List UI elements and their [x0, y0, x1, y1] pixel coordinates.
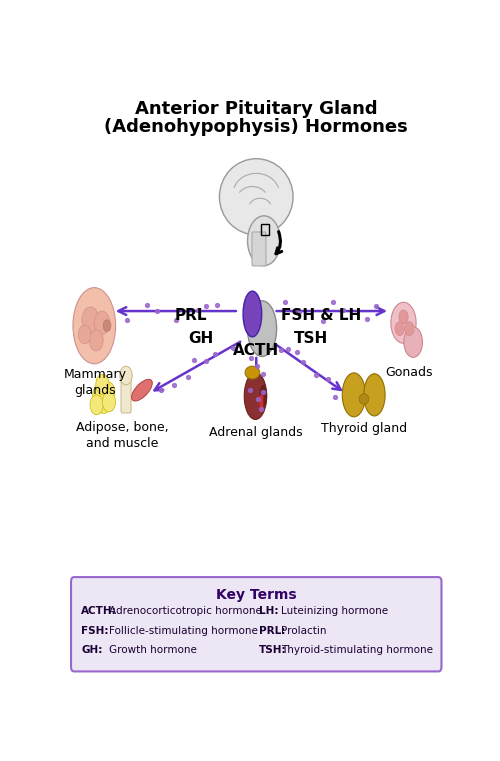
Circle shape: [399, 310, 408, 324]
Circle shape: [120, 366, 132, 385]
Text: Adrenal glands: Adrenal glands: [210, 426, 303, 440]
Circle shape: [89, 330, 103, 351]
Text: Growth hormone: Growth hormone: [109, 645, 197, 655]
Text: GH:: GH:: [81, 645, 102, 655]
Text: FSH & LH: FSH & LH: [281, 307, 361, 323]
Text: Adrenocorticotropic hormone: Adrenocorticotropic hormone: [109, 607, 262, 616]
Circle shape: [102, 382, 115, 402]
Text: Key Terms: Key Terms: [216, 587, 296, 602]
Ellipse shape: [260, 385, 267, 407]
FancyBboxPatch shape: [260, 395, 263, 412]
Circle shape: [78, 325, 91, 344]
Text: Luteinizing hormone: Luteinizing hormone: [282, 607, 389, 616]
Text: Thyroid gland: Thyroid gland: [321, 422, 407, 435]
Bar: [261, 224, 268, 235]
FancyBboxPatch shape: [71, 577, 442, 671]
Text: TSH:: TSH:: [260, 645, 287, 655]
FancyBboxPatch shape: [252, 232, 266, 266]
Text: TSH: TSH: [294, 331, 328, 346]
Text: Follicle-stimulating hormone: Follicle-stimulating hormone: [109, 626, 258, 635]
Text: ACTH:: ACTH:: [81, 607, 117, 616]
Ellipse shape: [248, 301, 276, 356]
Ellipse shape: [73, 288, 116, 364]
Ellipse shape: [220, 159, 293, 235]
Text: LH:: LH:: [260, 607, 279, 616]
Text: Adipose, bone,
and muscle: Adipose, bone, and muscle: [76, 421, 169, 450]
Ellipse shape: [248, 216, 280, 266]
Ellipse shape: [359, 393, 369, 404]
Circle shape: [102, 392, 116, 412]
Circle shape: [98, 393, 110, 414]
Circle shape: [404, 322, 414, 336]
Text: ACTH: ACTH: [233, 342, 280, 358]
FancyBboxPatch shape: [121, 376, 131, 413]
Text: Gonads: Gonads: [385, 365, 432, 378]
Text: Thyroid-stimulating hormone: Thyroid-stimulating hormone: [282, 645, 434, 655]
Circle shape: [395, 322, 404, 336]
Ellipse shape: [364, 374, 385, 416]
Text: Anterior Pituitary Gland: Anterior Pituitary Gland: [135, 100, 378, 118]
Circle shape: [96, 374, 109, 394]
Text: GH: GH: [188, 331, 214, 346]
Circle shape: [82, 307, 99, 333]
Ellipse shape: [245, 366, 260, 379]
Ellipse shape: [244, 373, 266, 419]
Text: Mammary
glands: Mammary glands: [64, 368, 127, 397]
Text: PRL: PRL: [174, 307, 206, 323]
Ellipse shape: [342, 373, 365, 417]
Text: PRL:: PRL:: [260, 626, 285, 635]
Circle shape: [92, 385, 106, 405]
Ellipse shape: [132, 379, 152, 401]
Text: (Adenohypophysis) Hormones: (Adenohypophysis) Hormones: [104, 118, 408, 135]
Text: Prolactin: Prolactin: [282, 626, 327, 635]
Circle shape: [103, 320, 111, 332]
Ellipse shape: [243, 291, 262, 337]
Circle shape: [90, 395, 103, 415]
Ellipse shape: [404, 327, 422, 358]
Ellipse shape: [391, 302, 416, 343]
Circle shape: [94, 311, 110, 335]
Text: FSH:: FSH:: [81, 626, 108, 635]
